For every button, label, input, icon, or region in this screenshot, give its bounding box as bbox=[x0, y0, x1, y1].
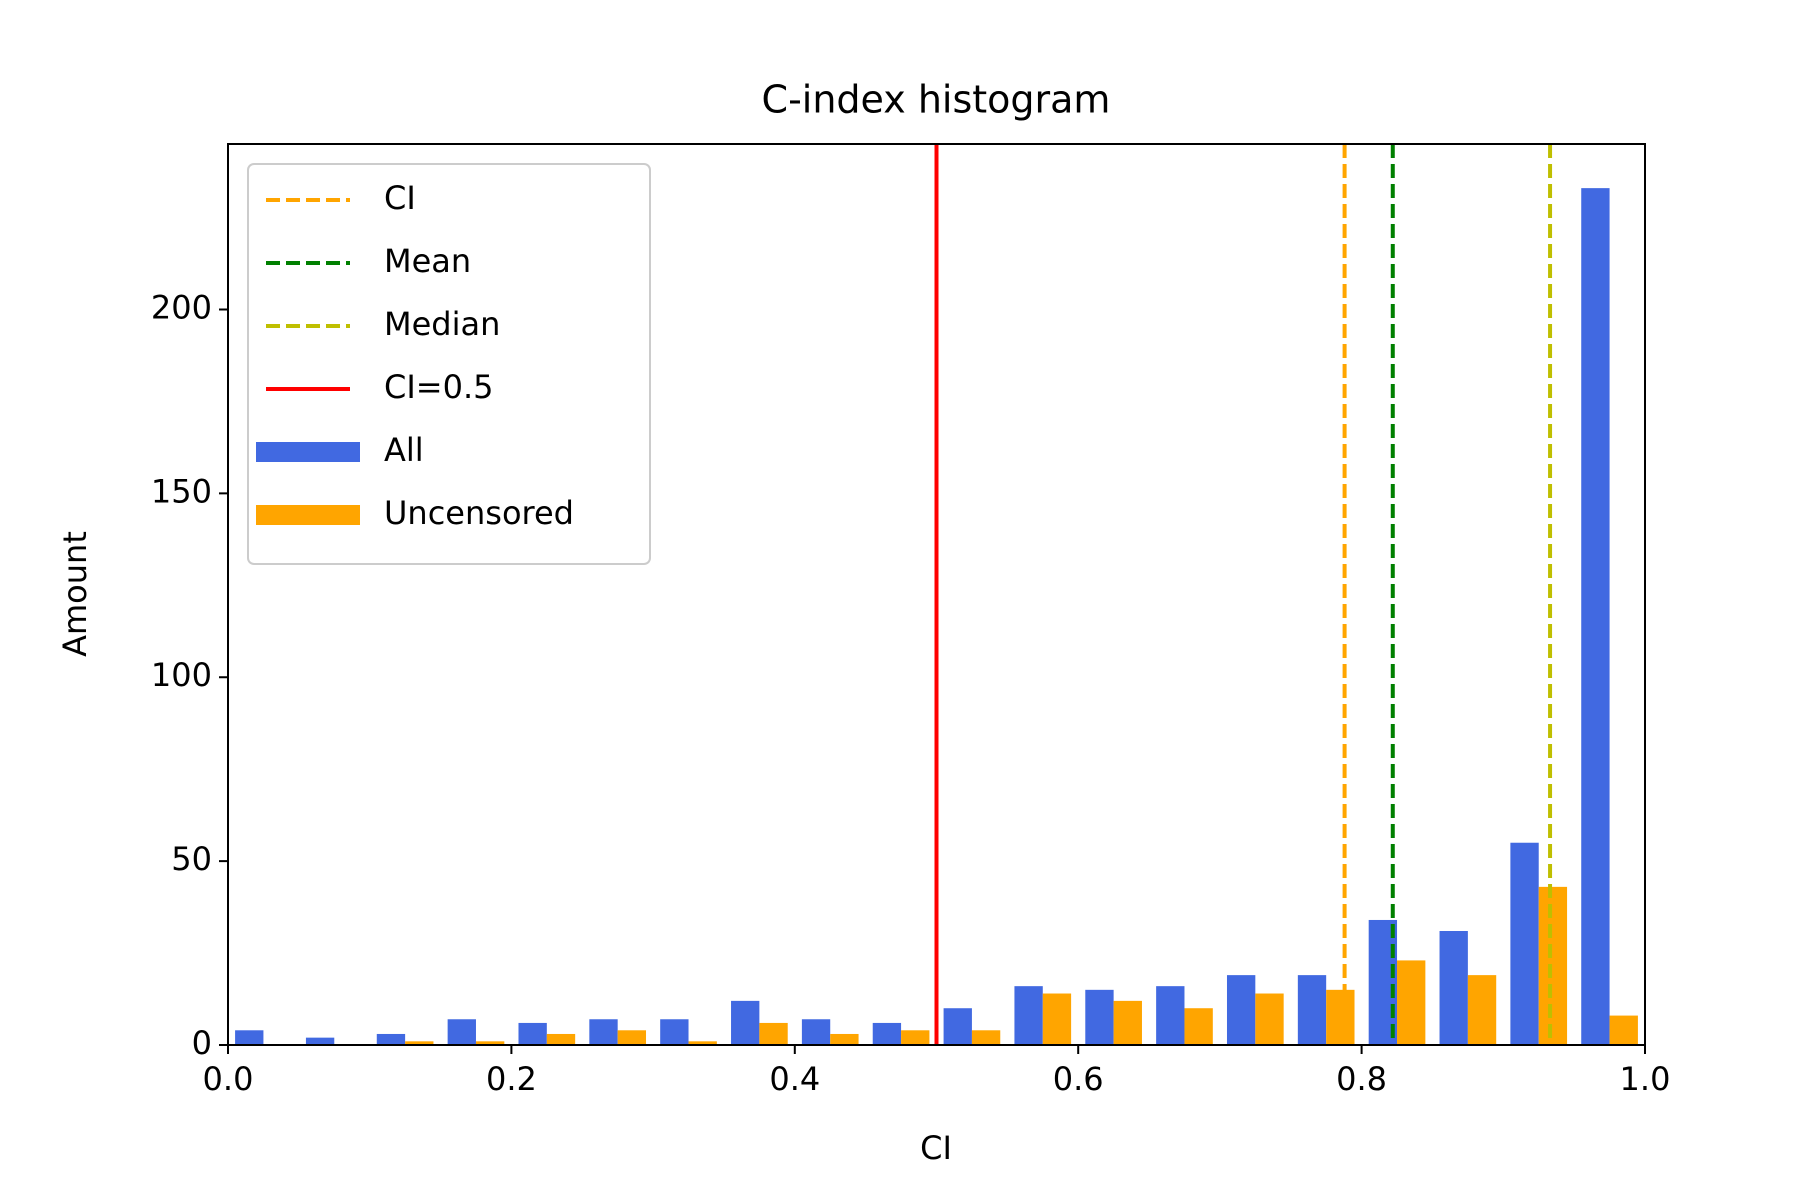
bar bbox=[1184, 1008, 1213, 1045]
bar bbox=[1156, 986, 1185, 1045]
y-tick-label: 100 bbox=[151, 656, 212, 694]
bar bbox=[617, 1030, 647, 1045]
bar bbox=[1014, 986, 1043, 1045]
bar bbox=[731, 1000, 760, 1045]
y-axis-label: Amount bbox=[56, 531, 94, 657]
x-tick-label: 1.0 bbox=[1620, 1060, 1671, 1098]
bar bbox=[660, 1019, 689, 1045]
bar bbox=[830, 1033, 859, 1045]
bar bbox=[1113, 1000, 1142, 1045]
bar bbox=[1397, 960, 1426, 1045]
legend-label: Mean bbox=[384, 242, 471, 280]
bar bbox=[1226, 975, 1256, 1045]
bar bbox=[943, 1008, 972, 1045]
bar bbox=[1297, 975, 1327, 1045]
bar bbox=[1581, 188, 1610, 1045]
x-tick-label: 0.2 bbox=[486, 1060, 537, 1098]
bar bbox=[1042, 993, 1072, 1045]
bar bbox=[447, 1019, 476, 1045]
bar bbox=[518, 1022, 547, 1045]
bar bbox=[688, 1041, 717, 1045]
bar bbox=[1510, 842, 1539, 1045]
bar bbox=[901, 1030, 930, 1045]
bar bbox=[1538, 886, 1568, 1045]
bar bbox=[759, 1022, 788, 1045]
y-tick-label: 50 bbox=[171, 840, 212, 878]
bar bbox=[405, 1041, 434, 1045]
bar bbox=[546, 1033, 576, 1045]
y-tick-label: 200 bbox=[151, 288, 212, 326]
bar bbox=[1085, 989, 1114, 1045]
y-tick-label: 0 bbox=[192, 1024, 212, 1062]
bar bbox=[1255, 993, 1284, 1045]
x-tick-label: 0.4 bbox=[769, 1060, 820, 1098]
legend-label: Uncensored bbox=[384, 494, 574, 532]
bar bbox=[376, 1033, 406, 1045]
legend-label: Median bbox=[384, 305, 500, 343]
bar bbox=[872, 1022, 902, 1045]
y-tick-label: 150 bbox=[151, 472, 212, 510]
legend-label: CI=0.5 bbox=[384, 368, 493, 406]
x-tick-label: 0.6 bbox=[1053, 1060, 1104, 1098]
legend-swatch bbox=[256, 505, 360, 525]
bar bbox=[235, 1030, 264, 1045]
bar bbox=[801, 1019, 831, 1045]
legend-swatch bbox=[256, 442, 360, 462]
legend-label: CI bbox=[384, 179, 416, 217]
bar bbox=[475, 1041, 505, 1045]
chart-title: C-index histogram bbox=[762, 78, 1111, 122]
x-axis-label: CI bbox=[920, 1129, 952, 1167]
bar bbox=[1326, 989, 1355, 1045]
bar bbox=[1467, 975, 1497, 1045]
x-tick-label: 0.0 bbox=[203, 1060, 254, 1098]
bar bbox=[971, 1030, 1001, 1045]
legend-label: All bbox=[384, 431, 424, 469]
bar bbox=[589, 1019, 618, 1045]
plot-frame bbox=[227, 143, 1646, 1046]
x-tick-label: 0.8 bbox=[1336, 1060, 1387, 1098]
bar bbox=[1609, 1015, 1638, 1045]
bar bbox=[305, 1037, 335, 1045]
bar bbox=[1439, 930, 1468, 1045]
